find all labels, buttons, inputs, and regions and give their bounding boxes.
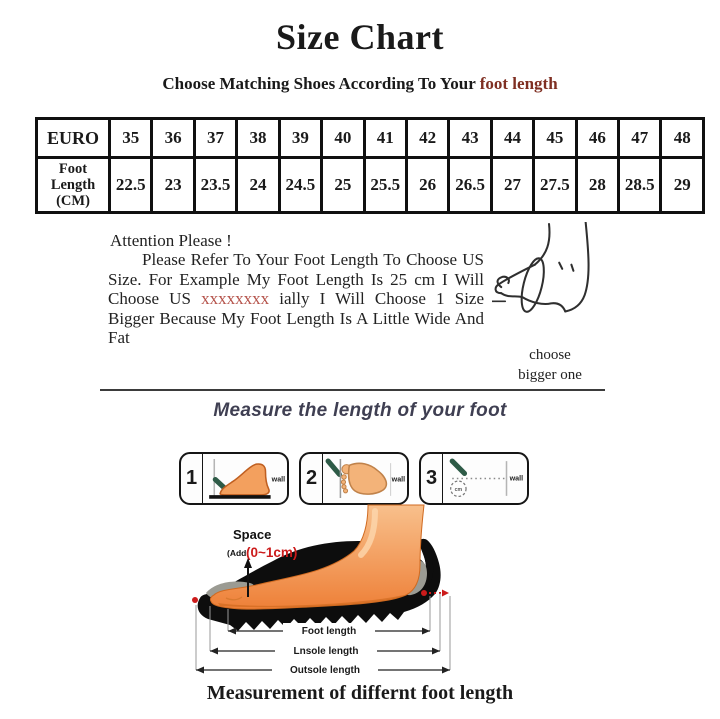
step-3-mark-icon: cm wall [449, 458, 524, 498]
size-cell: 37 [192, 117, 239, 159]
length-cell: 24.5 [277, 156, 324, 214]
length-cell: 23.5 [192, 156, 239, 214]
subtitle-text: Choose Matching Shoes According To Your [162, 74, 476, 93]
size-cell: 48 [659, 117, 705, 159]
bottom-caption: Measurement of differnt foot length [206, 682, 514, 704]
size-cell: 36 [150, 117, 196, 159]
foot-length-diagram: Space (Add (0~1cm) Foot length Lnsole le… [192, 504, 451, 677]
euro-size-row: EURO 35 36 37 38 39 40 41 42 43 44 45 46… [35, 117, 705, 159]
length-cell: 26 [404, 156, 451, 214]
measure-steps: 1 wall 2 wall 3 [179, 452, 529, 505]
step-1-foot-side-icon: wall [209, 459, 286, 499]
foot-length-row: Foot Length (CM) 22.5 23 23.5 24 24.5 25… [35, 156, 705, 214]
size-chart-table: EURO 35 36 37 38 39 40 41 42 43 44 45 46… [35, 117, 705, 214]
length-cell: 23 [150, 156, 196, 214]
space-range-label: (0~1cm) [246, 545, 297, 560]
insole-length-label: Lnsole length [294, 646, 359, 657]
step-2-number: 2 [301, 454, 323, 503]
size-cell: 47 [617, 117, 663, 159]
space-arrowhead [244, 558, 252, 568]
size-cell: 42 [404, 117, 451, 159]
space-label: Space [233, 527, 271, 542]
subtitle-accent: foot length [479, 74, 558, 93]
step-1-box: 1 wall [179, 452, 289, 505]
size-cell: 39 [277, 117, 324, 159]
heel-marker-dot [421, 590, 427, 596]
step-1-number: 1 [181, 454, 203, 503]
shoe-heel-hook [413, 538, 434, 597]
length-cell: 25.5 [362, 156, 408, 214]
size-cell: 38 [235, 117, 281, 159]
foot-length-label: Foot length [302, 626, 356, 637]
page-title: Size Chart [276, 17, 444, 57]
row-label-euro: EURO [35, 117, 111, 159]
wall-label: wall [509, 475, 524, 483]
size-cell: 41 [362, 117, 408, 159]
step-3-box: 3 cm wall [419, 452, 529, 505]
size-cell: 45 [532, 117, 578, 159]
row-label-foot-length: Foot Length (CM) [35, 156, 111, 214]
attention-text: Please Refer To Your Foot Length To Choo… [108, 250, 484, 309]
size-cell: 40 [320, 117, 366, 159]
step-2-box: 2 wall [299, 452, 409, 505]
size-cell: 46 [574, 117, 621, 159]
wall-label: wall [271, 476, 286, 484]
attention-text: ially I Will Choose 1 Size Bigger Becaus… [108, 289, 485, 348]
size-cell: 44 [489, 117, 536, 159]
step-2-foot-sole-icon: wall [325, 458, 406, 498]
wall-label: wall [391, 476, 406, 484]
length-cell: 25 [320, 156, 366, 214]
length-cell: 22.5 [107, 156, 154, 214]
toe-marker-dot [192, 597, 198, 603]
heel-arrowhead [442, 589, 449, 597]
size-cell: 43 [447, 117, 493, 159]
length-cell: 26.5 [447, 156, 493, 214]
section-divider [100, 389, 605, 391]
measure-section-heading: Measure the length of your foot [213, 400, 507, 421]
length-cell: 28 [574, 156, 621, 214]
shin-highlight [358, 508, 378, 558]
attention-heading: Attention Please ! [110, 231, 232, 250]
space-add-label: (Add [227, 548, 246, 558]
crossed-out-text: xxxxxxxx [201, 289, 270, 309]
attention-paragraph: Please Refer To Your Foot Length To Choo… [108, 250, 484, 348]
length-cell: 27 [489, 156, 536, 214]
step-3-number: 3 [421, 454, 443, 503]
subtitle: Choose Matching Shoes According To Your … [0, 74, 720, 94]
length-cell: 24 [235, 156, 281, 214]
foot-shadow [218, 595, 404, 608]
length-cell: 28.5 [617, 156, 663, 214]
size-cell: 35 [107, 117, 154, 159]
length-cell: 27.5 [532, 156, 578, 214]
choose-bigger-note: choose bigger one [518, 347, 582, 384]
foot-ankle-sketch-icon [492, 222, 590, 313]
outsole-length-label: Outsole length [290, 665, 360, 676]
toe-detail [225, 596, 243, 601]
cm-label: cm [455, 487, 463, 493]
length-cell: 29 [659, 156, 705, 214]
